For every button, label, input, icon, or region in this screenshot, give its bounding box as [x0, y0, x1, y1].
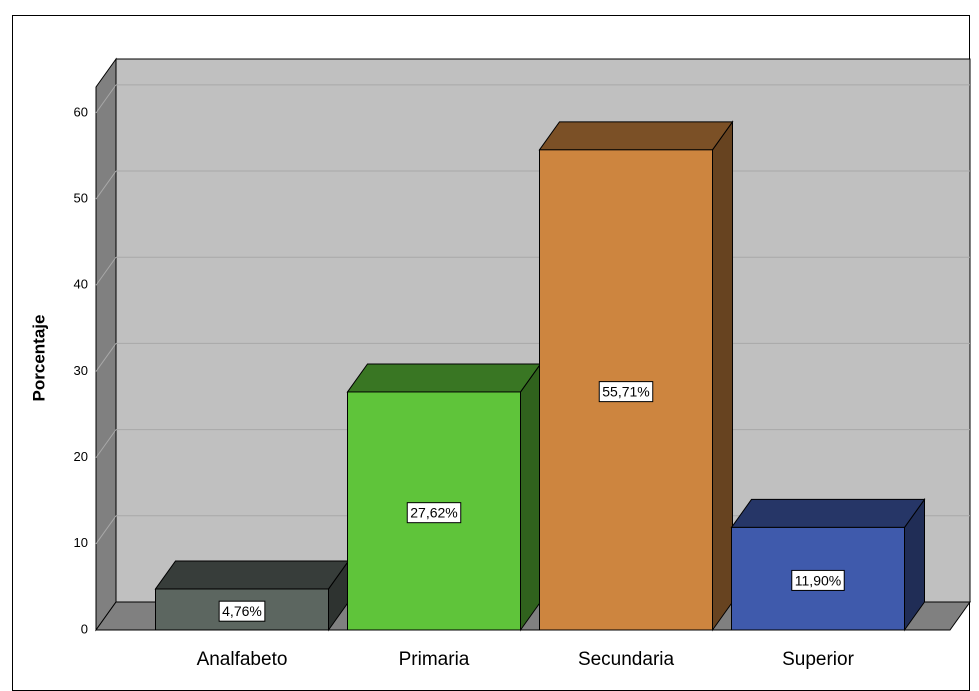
y-tick-label: 50	[74, 190, 88, 205]
value-label-bg	[598, 381, 654, 403]
value-label: 55,71%	[602, 384, 649, 400]
bar-side	[520, 362, 541, 632]
y-tick-label: 10	[74, 535, 88, 550]
bar-top	[154, 560, 350, 590]
value-label-box: 4,76%	[218, 600, 266, 622]
bar-top	[730, 498, 926, 528]
value-label-bg	[791, 569, 845, 591]
value-label: 27,62%	[410, 505, 457, 521]
y-tick-label: 30	[74, 363, 88, 378]
y-tick-label: 40	[74, 277, 88, 292]
value-label: 4,76%	[222, 603, 262, 619]
grid-line-side	[95, 515, 117, 545]
bar-top	[538, 121, 734, 151]
value-label-box: 27,62%	[406, 502, 462, 524]
value-label-bg	[218, 600, 266, 622]
value-label-bg	[406, 502, 462, 524]
x-tick-label: Superior	[782, 649, 854, 670]
x-tick-label: Primaria	[399, 649, 470, 670]
y-tick-label: 60	[74, 104, 88, 119]
y-tick-label: 20	[74, 449, 88, 464]
bar-side	[712, 120, 733, 632]
grid-line-side	[95, 343, 117, 372]
y-tick-label: 0	[81, 621, 88, 636]
bar-top	[346, 363, 542, 393]
grid-line-side	[95, 256, 117, 286]
left-wall	[95, 57, 117, 632]
x-tick-label: Analfabeto	[197, 649, 288, 670]
y-axis-label: Porcentaje	[29, 315, 48, 402]
grid-line-side	[95, 84, 117, 114]
value-label-box: 55,71%	[598, 381, 654, 403]
value-label-box: 11,90%	[791, 569, 845, 591]
value-label: 11,90%	[795, 572, 841, 588]
grid-line-side	[95, 170, 117, 200]
x-tick-label: Secundaria	[578, 649, 675, 670]
grid-line-side	[95, 429, 117, 458]
